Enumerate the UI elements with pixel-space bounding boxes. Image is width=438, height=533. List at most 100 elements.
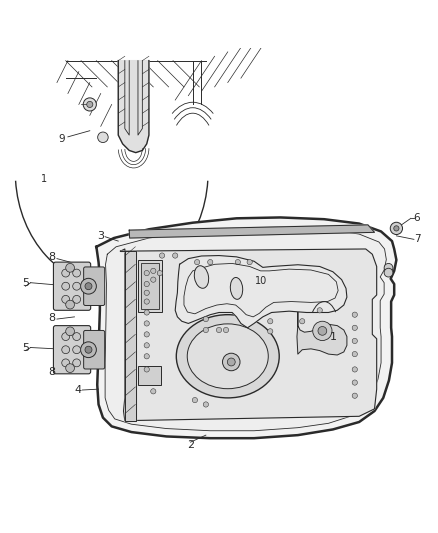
Circle shape	[352, 338, 357, 344]
Circle shape	[87, 101, 93, 108]
Circle shape	[352, 393, 357, 398]
Text: 4: 4	[74, 385, 81, 395]
Text: 5: 5	[22, 278, 29, 288]
Circle shape	[144, 299, 149, 304]
Circle shape	[83, 98, 96, 111]
Circle shape	[144, 290, 149, 295]
Circle shape	[394, 226, 399, 231]
Circle shape	[352, 312, 357, 317]
Circle shape	[62, 282, 70, 290]
Circle shape	[194, 260, 200, 265]
Circle shape	[144, 343, 149, 348]
Circle shape	[384, 268, 393, 277]
Text: 1: 1	[41, 174, 47, 184]
FancyBboxPatch shape	[84, 267, 105, 305]
Circle shape	[73, 346, 81, 354]
FancyBboxPatch shape	[84, 330, 105, 369]
Circle shape	[223, 353, 240, 371]
Circle shape	[144, 270, 149, 276]
Circle shape	[144, 367, 149, 372]
Circle shape	[73, 359, 81, 367]
Circle shape	[66, 364, 74, 373]
Circle shape	[208, 260, 213, 265]
Ellipse shape	[187, 324, 268, 389]
Bar	[141, 263, 159, 310]
Bar	[138, 260, 162, 312]
Circle shape	[352, 380, 357, 385]
Circle shape	[216, 327, 222, 333]
Polygon shape	[96, 217, 396, 438]
Circle shape	[144, 310, 149, 315]
Polygon shape	[120, 251, 136, 421]
Text: 8: 8	[48, 252, 55, 262]
Circle shape	[223, 327, 229, 333]
Circle shape	[73, 282, 81, 290]
Ellipse shape	[230, 278, 243, 300]
Circle shape	[81, 278, 96, 294]
Circle shape	[81, 342, 96, 358]
Polygon shape	[129, 225, 374, 238]
Bar	[138, 366, 161, 385]
Circle shape	[144, 332, 149, 337]
Circle shape	[98, 132, 108, 142]
FancyBboxPatch shape	[53, 326, 91, 374]
Text: 10: 10	[255, 276, 268, 286]
Circle shape	[203, 327, 208, 333]
Text: 7: 7	[413, 235, 420, 244]
Circle shape	[144, 321, 149, 326]
Circle shape	[151, 277, 156, 282]
Circle shape	[192, 398, 198, 403]
Circle shape	[203, 317, 208, 322]
Circle shape	[151, 268, 156, 273]
Polygon shape	[118, 61, 149, 152]
Text: 9: 9	[58, 134, 65, 144]
FancyBboxPatch shape	[53, 262, 91, 310]
Circle shape	[62, 346, 70, 354]
Circle shape	[85, 346, 92, 353]
Text: 8: 8	[48, 367, 55, 377]
Polygon shape	[120, 249, 377, 421]
Circle shape	[313, 321, 332, 341]
Circle shape	[73, 295, 81, 303]
Circle shape	[390, 222, 403, 235]
Ellipse shape	[176, 314, 279, 398]
Text: 1: 1	[329, 332, 336, 342]
Polygon shape	[175, 255, 347, 328]
Circle shape	[173, 253, 178, 258]
Circle shape	[318, 327, 327, 335]
Circle shape	[300, 319, 305, 324]
Circle shape	[203, 402, 208, 407]
Text: 5: 5	[22, 343, 29, 352]
Circle shape	[352, 325, 357, 330]
Circle shape	[66, 327, 74, 336]
Circle shape	[62, 359, 70, 367]
Circle shape	[62, 333, 70, 341]
Circle shape	[144, 354, 149, 359]
Circle shape	[268, 329, 273, 334]
Circle shape	[352, 351, 357, 357]
Circle shape	[73, 333, 81, 341]
Circle shape	[62, 269, 70, 277]
Circle shape	[352, 367, 357, 372]
Ellipse shape	[194, 266, 208, 288]
Circle shape	[73, 269, 81, 277]
Circle shape	[317, 308, 322, 313]
Polygon shape	[297, 312, 347, 355]
Text: 8: 8	[48, 313, 55, 323]
Circle shape	[157, 270, 162, 276]
Circle shape	[247, 260, 252, 265]
Circle shape	[144, 281, 149, 287]
Text: 3: 3	[97, 231, 104, 241]
Circle shape	[151, 389, 156, 394]
Text: 2: 2	[187, 440, 194, 450]
Circle shape	[159, 253, 165, 258]
Circle shape	[66, 300, 74, 309]
Circle shape	[235, 260, 240, 265]
Polygon shape	[105, 227, 386, 431]
Circle shape	[62, 295, 70, 303]
Circle shape	[66, 263, 74, 272]
Circle shape	[268, 319, 273, 324]
Circle shape	[227, 358, 235, 366]
Text: 6: 6	[413, 213, 420, 223]
Circle shape	[85, 282, 92, 290]
